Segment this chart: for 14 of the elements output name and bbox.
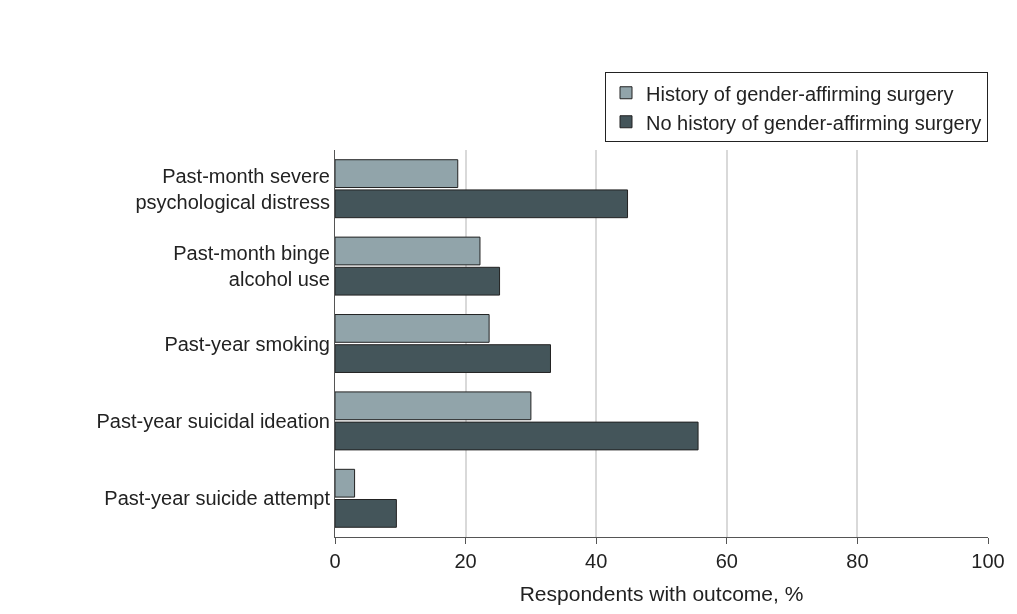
x-tick-label: 0 [329,550,341,572]
y-tick-label: Past-month binge alcohol use [173,242,330,291]
x-tick-label: 40 [585,550,608,572]
y-tick-label: Past-month severe psychological distress [135,164,330,213]
y-tick-label: Past-year suicidal ideation [96,409,330,432]
x-tick-label: 80 [846,550,869,572]
x-tick-label: 60 [715,550,738,572]
legend-label: History of gender-affirming surgery [646,82,954,105]
y-tick-label: Past-year suicide attempt [104,487,331,510]
legend-label: No history of gender-affirming surgery [646,111,982,134]
x-tick-label: 100 [971,550,1005,572]
x-tick-label: 20 [454,550,477,572]
x-axis-title: Respondents with outcome, % [519,582,804,606]
y-tick-label: Past-year smoking [164,332,330,355]
